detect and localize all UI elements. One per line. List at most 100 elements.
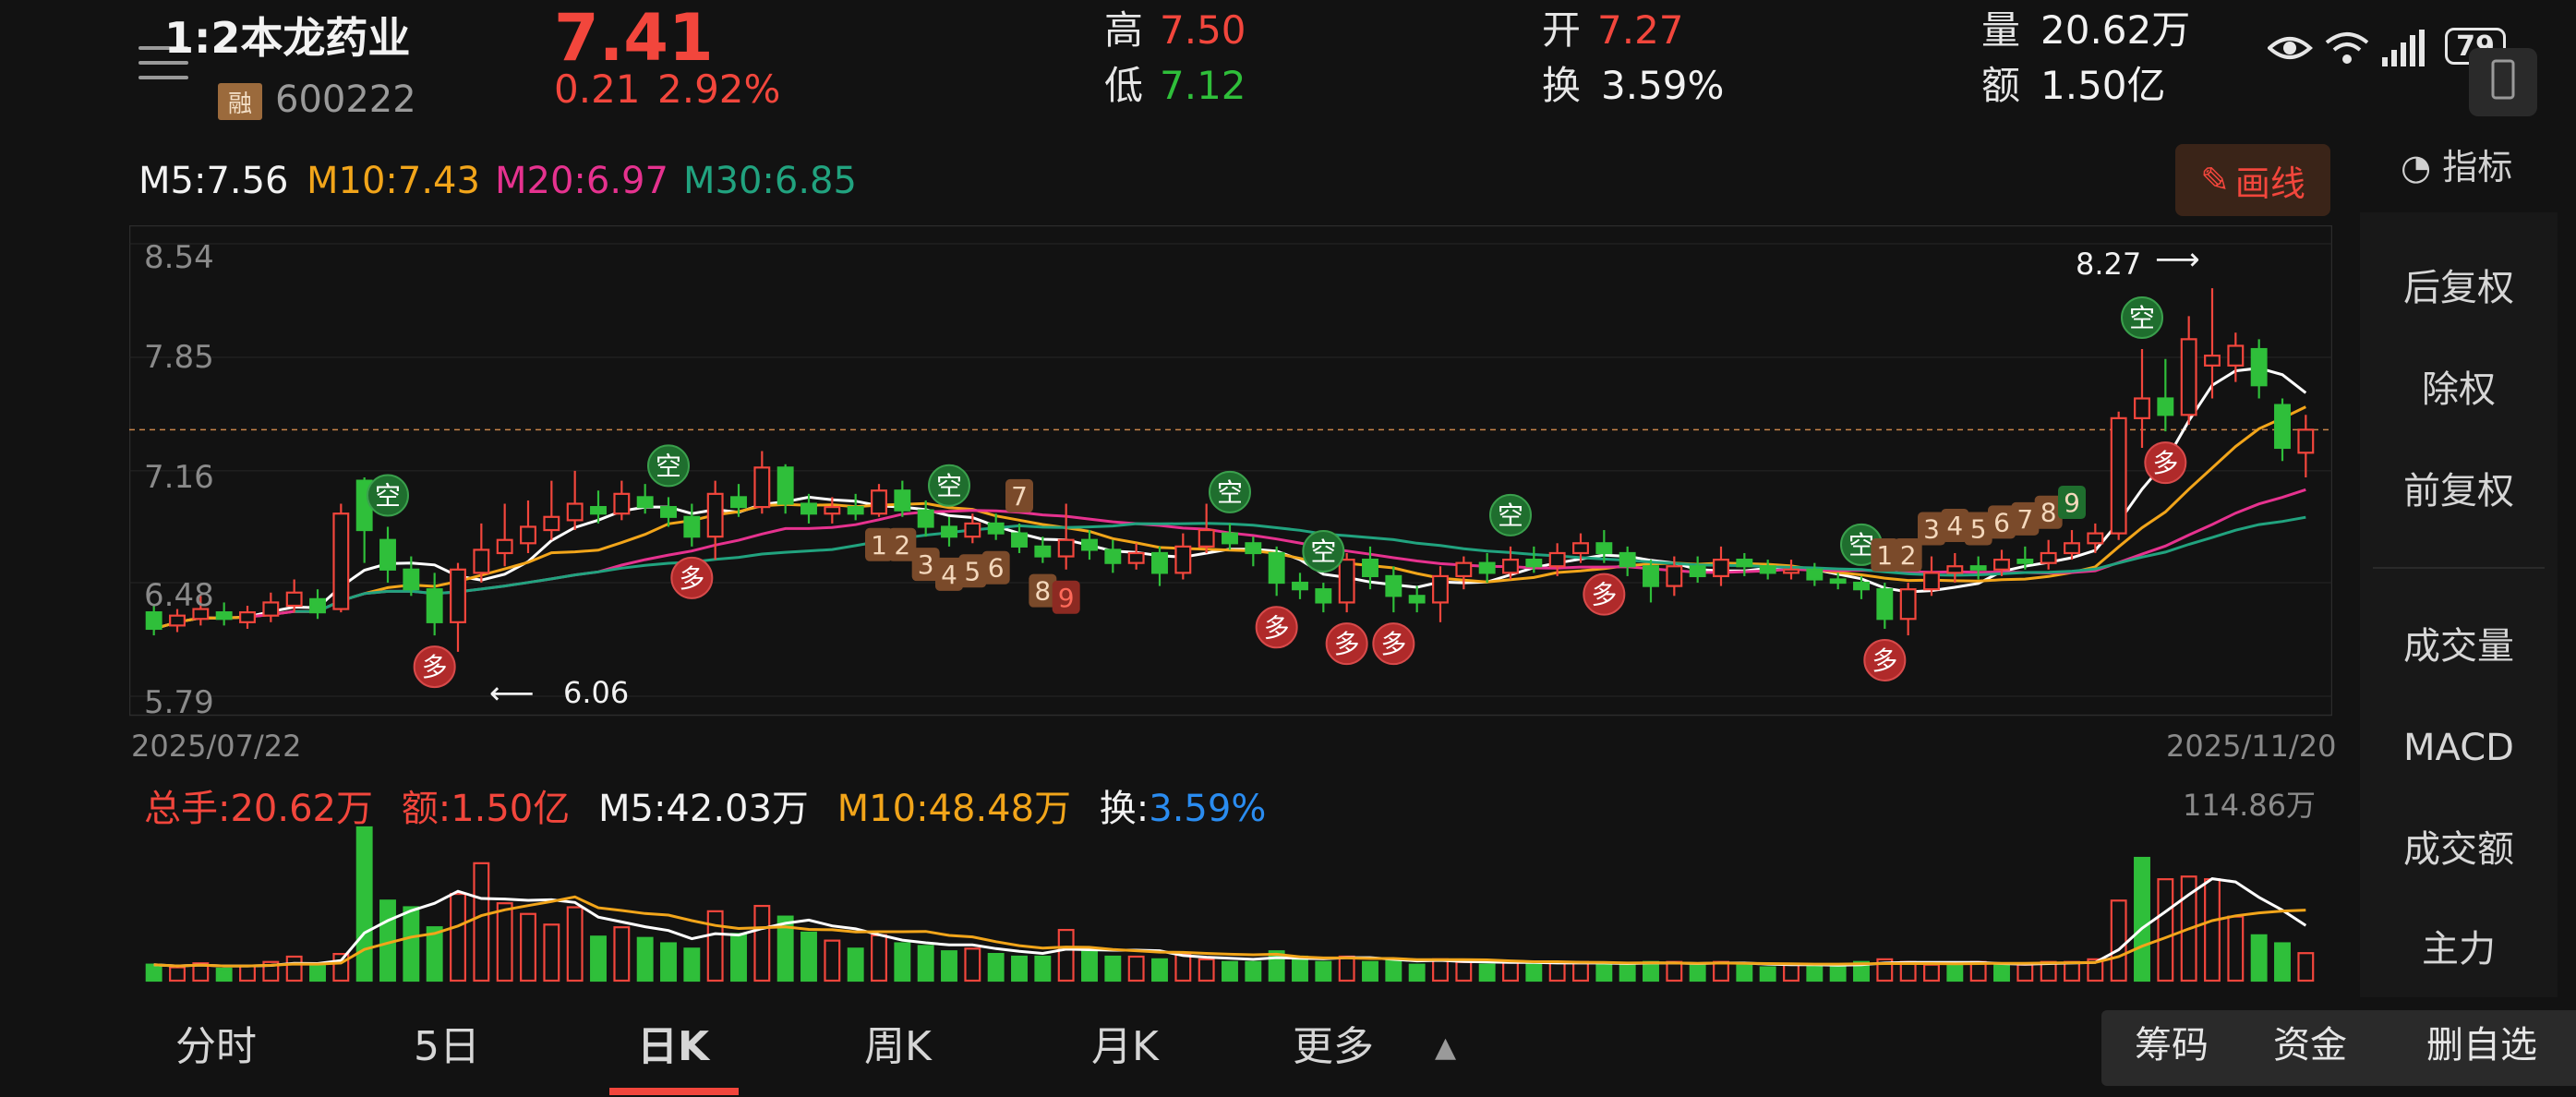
menu-icon[interactable] xyxy=(138,46,188,83)
fullscreen-button[interactable] xyxy=(2469,48,2537,116)
volume-bar xyxy=(1806,963,1824,982)
long-signal-icon xyxy=(670,556,714,599)
candle xyxy=(1993,559,2010,571)
candle xyxy=(2250,347,2268,387)
candle xyxy=(2040,551,2057,564)
signal-label: 多 xyxy=(422,652,448,682)
tab-daily-k[interactable]: 日K xyxy=(637,1023,710,1070)
volume-bar xyxy=(1759,966,1776,982)
long-signal-icon xyxy=(1255,606,1298,649)
candle xyxy=(1222,532,1238,545)
main-force-option[interactable]: 主力 xyxy=(2422,928,2496,970)
long-signal-icon xyxy=(1372,622,1415,666)
tab-more[interactable]: 更多 xyxy=(1293,1023,1374,1070)
funds-button[interactable]: 资金 xyxy=(2273,1024,2347,1067)
count-badge xyxy=(911,548,940,582)
volume-bar xyxy=(2087,958,2104,982)
candle xyxy=(2134,397,2150,419)
candle xyxy=(2180,338,2197,416)
volume-bar xyxy=(1595,963,1613,982)
pencil-icon: ✎ xyxy=(2200,160,2230,200)
volume-ma10: M10:48.48万 xyxy=(837,788,1072,830)
tab-monthly-k[interactable]: 月K xyxy=(1091,1023,1159,1070)
margin-trading-badge: 融 xyxy=(218,83,262,120)
volume-bar xyxy=(2016,963,2034,982)
count-badge xyxy=(2058,486,2086,520)
volume-chart[interactable] xyxy=(129,790,2332,1003)
candle xyxy=(262,601,280,617)
candle xyxy=(1876,588,1894,621)
macd-indicator-option[interactable]: MACD xyxy=(2403,727,2514,769)
candle xyxy=(1292,581,1308,591)
candle xyxy=(496,538,513,555)
candle xyxy=(1268,551,1285,585)
count-label: 2 xyxy=(894,530,910,561)
volume-bar xyxy=(1198,958,1215,982)
volume-bar xyxy=(1946,963,1964,982)
turnover-amount-option[interactable]: 成交额 xyxy=(2403,828,2514,871)
ex-right-option[interactable]: 除权 xyxy=(2422,368,2496,411)
indicator-button[interactable]: ◔ 指标 xyxy=(2401,150,2512,185)
volume-bar xyxy=(753,904,771,982)
volume-bar xyxy=(1455,960,1473,982)
count-label: 3 xyxy=(918,549,934,580)
volume-bar xyxy=(706,910,724,982)
volume-label: 量 xyxy=(1981,7,2021,53)
volume-bar xyxy=(1174,952,1192,982)
adj-forward-option[interactable]: 前复权 xyxy=(2403,470,2514,512)
volume-bar xyxy=(1689,963,1706,982)
tab-5day[interactable]: 5日 xyxy=(414,1023,480,1070)
draw-line-button[interactable]: ✎ 画线 xyxy=(2175,144,2330,216)
volume-bar xyxy=(355,826,373,982)
volume-bar xyxy=(2064,960,2080,982)
tab-weekly-k[interactable]: 周K xyxy=(864,1023,932,1070)
candle xyxy=(169,614,186,627)
volume-bar xyxy=(450,892,466,982)
candle xyxy=(776,466,794,505)
volume-bar xyxy=(2110,899,2127,982)
volume-bar xyxy=(964,947,981,982)
turnover-label: 换 xyxy=(1542,63,1582,108)
volume-bar xyxy=(2227,915,2245,982)
count-label: 4 xyxy=(941,560,957,590)
volume-bar xyxy=(1502,960,1519,982)
count-label: 1 xyxy=(1876,540,1893,571)
volume-indicator-option[interactable]: 成交量 xyxy=(2403,625,2514,668)
volume-turnover-label: 换: xyxy=(1099,788,1150,830)
adj-back-option[interactable]: 后复权 xyxy=(2403,267,2514,309)
candle xyxy=(894,489,911,512)
remove-watchlist-button[interactable]: 删自选 xyxy=(2426,1024,2537,1067)
candle xyxy=(2087,532,2104,545)
tab-intraday[interactable]: 分时 xyxy=(175,1023,257,1070)
candle xyxy=(1315,588,1332,604)
candle xyxy=(426,588,443,623)
remove-watch-bg xyxy=(2404,1010,2576,1086)
volume-bar xyxy=(145,963,163,982)
caret-up-icon[interactable]: ▲ xyxy=(1435,1031,1457,1064)
end-date: 2025/11/20 xyxy=(2166,729,2337,764)
candle xyxy=(2297,428,2315,454)
volume-bar xyxy=(1525,963,1543,982)
count-badge xyxy=(1918,512,1945,546)
y-tick-2: 7.85 xyxy=(144,339,214,376)
candle xyxy=(2064,542,2080,555)
gauge-icon: ◔ xyxy=(2401,147,2432,187)
candle xyxy=(1829,578,1847,585)
candle xyxy=(1408,595,1426,604)
amount-label: 额 xyxy=(1981,63,2021,108)
candle xyxy=(473,548,490,574)
signal-label: 多 xyxy=(1872,645,1897,676)
volume-bar xyxy=(1245,960,1262,982)
rotate-screen-icon xyxy=(2491,59,2515,100)
candle xyxy=(1689,565,1706,578)
long-signal-icon xyxy=(1325,622,1368,666)
count-badge xyxy=(1894,538,1922,573)
low-marker-label: 6.06 xyxy=(563,675,630,710)
volume-bar xyxy=(332,952,350,982)
volume-bar xyxy=(496,902,513,982)
volume-bar xyxy=(894,942,911,982)
chips-button[interactable]: 筹码 xyxy=(2135,1024,2209,1067)
count-badge xyxy=(958,554,987,588)
candle xyxy=(871,489,887,515)
